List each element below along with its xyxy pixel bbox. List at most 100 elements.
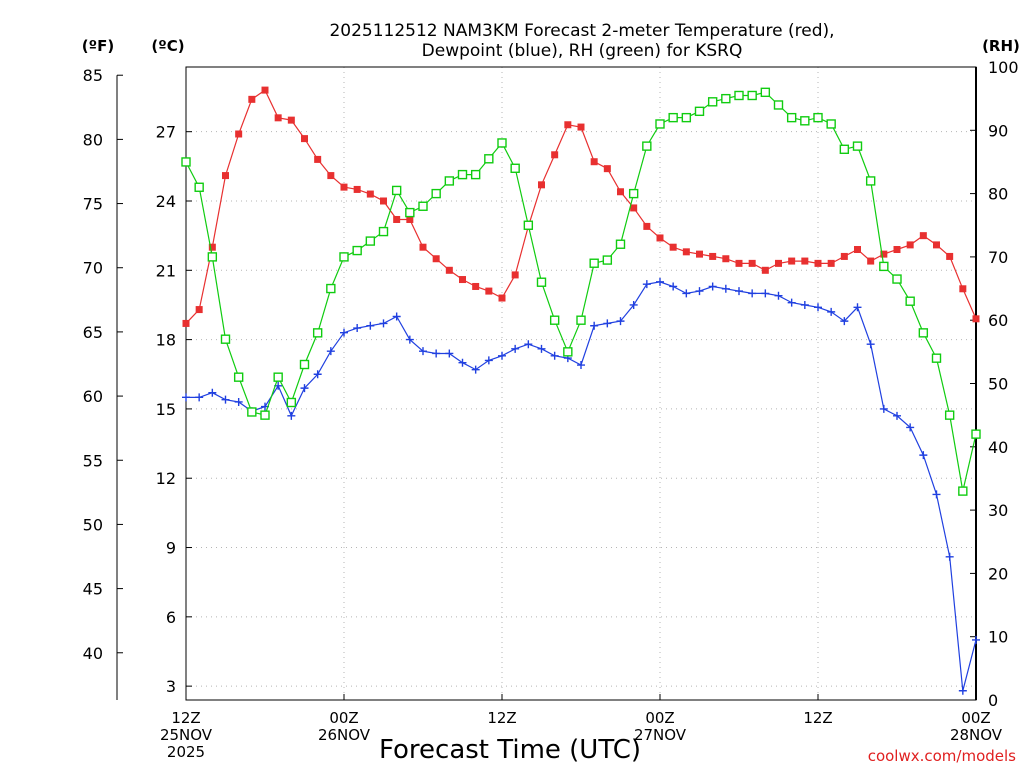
data-point bbox=[485, 287, 493, 295]
data-point bbox=[709, 252, 717, 260]
data-point bbox=[314, 155, 322, 163]
data-point bbox=[419, 347, 427, 356]
fahrenheit-tick-label: 40 bbox=[83, 644, 103, 663]
data-point bbox=[498, 294, 506, 302]
data-point bbox=[853, 303, 862, 312]
x-tick-label: 2025 bbox=[167, 743, 205, 761]
data-point bbox=[629, 300, 638, 309]
data-point bbox=[498, 351, 506, 360]
data-point bbox=[668, 112, 678, 123]
data-point bbox=[577, 123, 585, 131]
data-point bbox=[958, 686, 967, 695]
data-point bbox=[972, 635, 980, 644]
data-point bbox=[944, 410, 955, 420]
x-tick-label: 12Z bbox=[487, 709, 516, 727]
data-point bbox=[300, 384, 309, 393]
data-point bbox=[472, 282, 480, 290]
data-point bbox=[287, 411, 296, 420]
data-point bbox=[617, 188, 624, 196]
data-point bbox=[708, 282, 717, 291]
data-point bbox=[194, 182, 204, 192]
plot-frame bbox=[185, 66, 977, 701]
data-point bbox=[590, 321, 599, 330]
data-point bbox=[459, 276, 466, 284]
celsius-tick-label: 3 bbox=[166, 677, 176, 696]
data-point bbox=[222, 172, 229, 180]
data-point bbox=[972, 315, 980, 323]
data-point bbox=[761, 266, 769, 274]
celsius-tick-label: 24 bbox=[156, 192, 176, 211]
grid-layer bbox=[186, 67, 976, 700]
data-point bbox=[274, 114, 282, 122]
data-point bbox=[721, 284, 730, 293]
data-point bbox=[735, 259, 743, 267]
data-point bbox=[905, 296, 915, 306]
data-point bbox=[840, 317, 849, 326]
data-point bbox=[286, 397, 297, 408]
data-point bbox=[445, 349, 454, 358]
axes-layer: 40 45 50 55 60 65 70 75 80 85 3 6 9 12 15 18 21 24 27 0 10 20… bbox=[83, 58, 1019, 761]
data-point bbox=[299, 359, 310, 370]
data-point bbox=[748, 289, 757, 298]
x-tick-label: 00Z bbox=[645, 709, 674, 727]
fahrenheit-tick-label: 75 bbox=[83, 195, 103, 214]
data-point bbox=[312, 328, 323, 338]
chart-title-line2: Dewpoint (blue), RH (green) for KSRQ bbox=[422, 41, 743, 61]
series-2-meter-temperature bbox=[182, 86, 980, 327]
data-point bbox=[945, 552, 954, 561]
data-point bbox=[866, 340, 875, 349]
data-point bbox=[405, 335, 414, 344]
data-point bbox=[549, 315, 560, 325]
data-point bbox=[774, 291, 783, 300]
data-point bbox=[682, 248, 690, 256]
celsius-tick-label: 6 bbox=[166, 608, 176, 627]
series-relative-humidity bbox=[181, 87, 981, 496]
data-point bbox=[761, 289, 770, 298]
data-point bbox=[655, 119, 665, 129]
data-point bbox=[432, 349, 441, 358]
data-point bbox=[696, 250, 703, 258]
rh-tick-label: 50 bbox=[988, 375, 1008, 394]
rh-tick-label: 60 bbox=[988, 311, 1008, 330]
data-point bbox=[576, 315, 586, 325]
chart-title-line1: 2025112512 NAM3KM Forecast 2-meter Tempe… bbox=[329, 21, 834, 41]
data-point bbox=[419, 243, 427, 251]
fahrenheit-tick-label: 70 bbox=[83, 259, 103, 278]
data-point bbox=[747, 90, 757, 101]
rh-tick-label: 10 bbox=[988, 628, 1008, 647]
data-point bbox=[880, 250, 888, 258]
series-dewpoint bbox=[182, 277, 980, 695]
data-point bbox=[393, 215, 401, 223]
data-point bbox=[946, 252, 954, 260]
rh-tick-label: 40 bbox=[988, 438, 1008, 457]
data-point bbox=[840, 252, 848, 260]
data-point bbox=[879, 404, 888, 413]
data-point bbox=[392, 312, 401, 321]
data-point bbox=[577, 361, 585, 370]
data-point bbox=[380, 197, 387, 205]
data-point bbox=[839, 144, 850, 154]
data-point bbox=[906, 241, 914, 249]
rh-tick-label: 0 bbox=[988, 691, 998, 710]
data-point bbox=[418, 201, 428, 211]
data-point bbox=[787, 298, 796, 307]
data-point bbox=[814, 303, 822, 312]
data-point bbox=[800, 116, 810, 126]
data-point bbox=[405, 207, 415, 218]
rh-tick-label: 20 bbox=[988, 564, 1008, 583]
data-point bbox=[669, 282, 678, 291]
data-point bbox=[919, 232, 927, 240]
data-point bbox=[182, 393, 190, 402]
data-point bbox=[511, 271, 519, 279]
data-point bbox=[959, 285, 967, 293]
data-point bbox=[366, 321, 375, 330]
data-point bbox=[234, 397, 243, 406]
fahrenheit-tick-label: 45 bbox=[83, 580, 103, 599]
data-point bbox=[551, 151, 559, 159]
data-point bbox=[484, 154, 494, 164]
celsius-tick-label: 18 bbox=[156, 331, 176, 350]
data-point bbox=[523, 220, 534, 230]
data-point bbox=[313, 370, 322, 379]
data-point bbox=[931, 353, 942, 363]
